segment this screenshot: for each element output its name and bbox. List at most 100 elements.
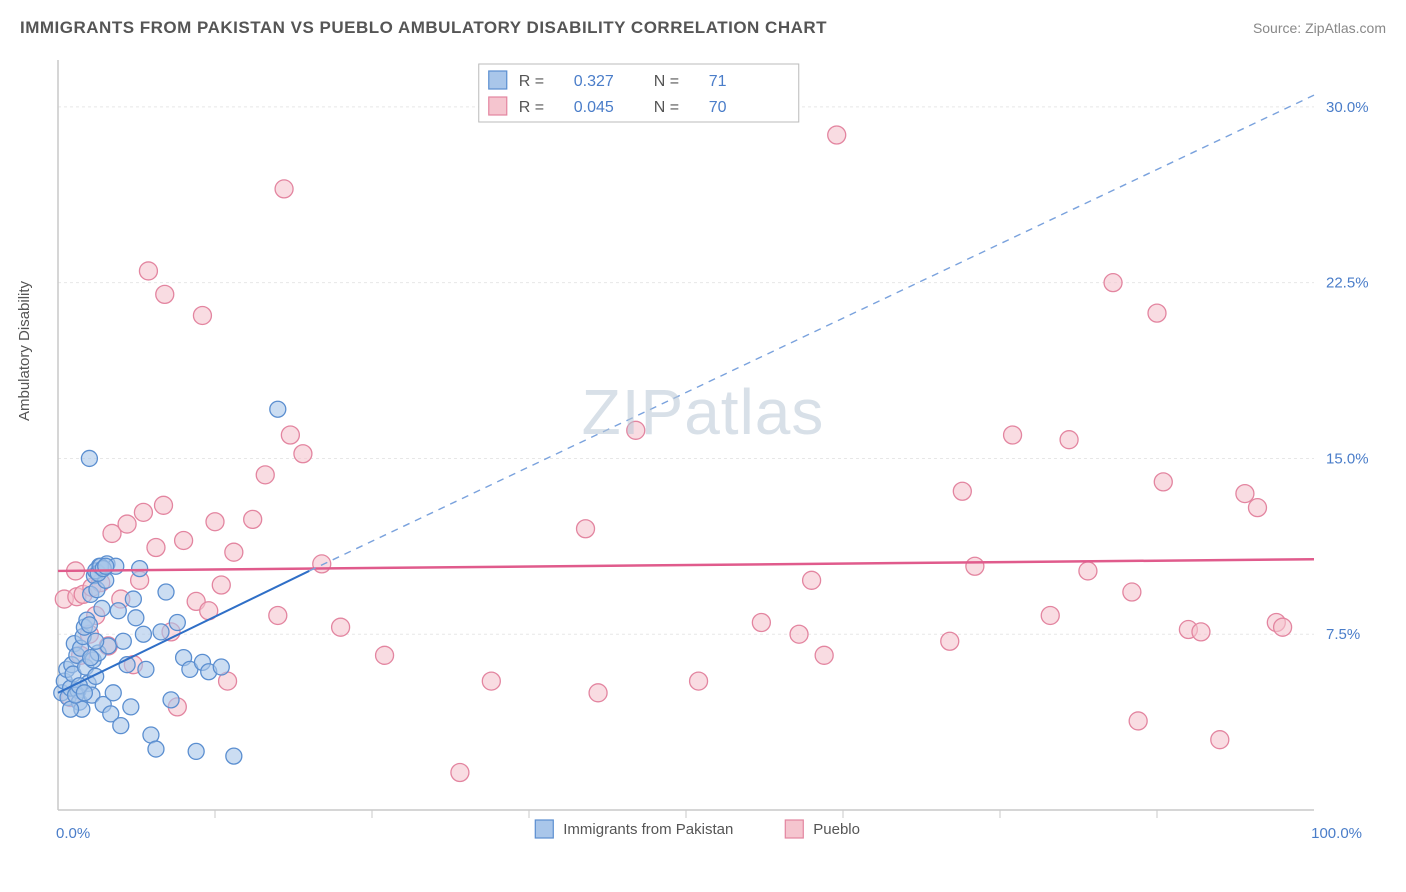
- scatter-point: [244, 510, 262, 528]
- scatter-point: [589, 684, 607, 702]
- scatter-point: [81, 450, 97, 466]
- scatter-point: [815, 646, 833, 664]
- scatter-point: [690, 672, 708, 690]
- scatter-point: [153, 624, 169, 640]
- x-max-label: 100.0%: [1311, 825, 1362, 842]
- scatter-point: [275, 180, 293, 198]
- source-label: Source:: [1253, 20, 1301, 36]
- scatter-point: [98, 558, 114, 574]
- chart-area: Ambulatory Disability ZIPatlas 7.5%15.0%…: [20, 50, 1386, 872]
- scatter-point: [1154, 473, 1172, 491]
- corr-n-value-b: 70: [709, 99, 727, 116]
- y-tick-label: 15.0%: [1326, 450, 1369, 467]
- scatter-point: [132, 561, 148, 577]
- chart-title: IMMIGRANTS FROM PAKISTAN VS PUEBLO AMBUL…: [20, 18, 827, 38]
- scatter-point: [269, 606, 287, 624]
- scatter-point: [193, 306, 211, 324]
- scatter-point: [76, 685, 92, 701]
- scatter-point: [577, 520, 595, 538]
- scatter-point: [139, 262, 157, 280]
- scatter-point: [1211, 731, 1229, 749]
- scatter-point: [134, 503, 152, 521]
- scatter-point: [212, 576, 230, 594]
- x-min-label: 0.0%: [56, 825, 90, 842]
- scatter-point: [135, 626, 151, 642]
- scatter-point: [169, 615, 185, 631]
- scatter-point: [1274, 618, 1292, 636]
- corr-n-label: N =: [654, 99, 679, 116]
- chart-header: IMMIGRANTS FROM PAKISTAN VS PUEBLO AMBUL…: [20, 18, 1386, 38]
- scatter-point: [953, 482, 971, 500]
- legend-swatch-pakistan: [489, 71, 507, 89]
- scatter-point: [175, 531, 193, 549]
- scatter-point: [81, 617, 97, 633]
- scatter-point: [803, 571, 821, 589]
- scatter-point: [225, 543, 243, 561]
- legend-label-pakistan: Immigrants from Pakistan: [563, 821, 733, 838]
- scatter-point: [451, 764, 469, 782]
- scatter-point: [123, 699, 139, 715]
- scatter-point: [1192, 623, 1210, 641]
- scatter-point: [941, 632, 959, 650]
- legend-swatch-pueblo: [785, 820, 803, 838]
- y-axis-label: Ambulatory Disability: [16, 281, 33, 421]
- scatter-point: [156, 285, 174, 303]
- scatter-point: [213, 659, 229, 675]
- scatter-point: [482, 672, 500, 690]
- scatter-point: [148, 741, 164, 757]
- scatter-point: [376, 646, 394, 664]
- scatter-point: [206, 513, 224, 531]
- corr-r-value-b: 0.045: [574, 99, 614, 116]
- scatter-point: [332, 618, 350, 636]
- scatter-point: [113, 718, 129, 734]
- scatter-point: [752, 614, 770, 632]
- y-tick-label: 7.5%: [1326, 626, 1360, 643]
- scatter-point: [138, 661, 154, 677]
- scatter-point: [294, 445, 312, 463]
- trend-line-pakistan-ext: [309, 95, 1314, 571]
- scatter-point: [115, 633, 131, 649]
- scatter-chart: 7.5% 15.0% 22.5% 30.0% 0.0% 100.0% R = 0.327 N =…: [20, 50, 1386, 872]
- scatter-point: [125, 591, 141, 607]
- trend-line-pueblo: [58, 559, 1314, 571]
- scatter-point: [1236, 485, 1254, 503]
- scatter-point: [163, 692, 179, 708]
- scatter-point: [627, 421, 645, 439]
- scatter-point: [118, 515, 136, 533]
- scatter-point: [1041, 606, 1059, 624]
- legend-swatch-pakistan: [535, 820, 553, 838]
- scatter-point: [1123, 583, 1141, 601]
- scatter-point: [1129, 712, 1147, 730]
- scatter-point: [270, 401, 286, 417]
- scatter-point: [94, 600, 110, 616]
- scatter-point: [158, 584, 174, 600]
- scatter-point: [88, 633, 104, 649]
- corr-r-label: R =: [519, 73, 544, 90]
- scatter-point: [1248, 499, 1266, 517]
- scatter-point: [1060, 431, 1078, 449]
- corr-r-label: R =: [519, 99, 544, 116]
- corr-n-value-a: 71: [709, 73, 727, 90]
- scatter-point: [147, 539, 165, 557]
- legend-label-pueblo: Pueblo: [813, 821, 860, 838]
- scatter-point: [281, 426, 299, 444]
- y-tick-label: 22.5%: [1326, 275, 1369, 292]
- scatter-point: [83, 650, 99, 666]
- scatter-point: [1148, 304, 1166, 322]
- corr-r-value-a: 0.327: [574, 73, 614, 90]
- scatter-point: [313, 555, 331, 573]
- scatter-point: [1104, 274, 1122, 292]
- scatter-point: [828, 126, 846, 144]
- scatter-point: [966, 557, 984, 575]
- scatter-point: [128, 610, 144, 626]
- legend-swatch-pueblo: [489, 97, 507, 115]
- scatter-point: [105, 685, 121, 701]
- y-tick-label: 30.0%: [1326, 99, 1369, 116]
- scatter-point: [110, 603, 126, 619]
- corr-n-label: N =: [654, 73, 679, 90]
- scatter-point: [1079, 562, 1097, 580]
- scatter-point: [790, 625, 808, 643]
- scatter-point: [256, 466, 274, 484]
- source-name[interactable]: ZipAtlas.com: [1305, 20, 1386, 36]
- source-attribution: Source: ZipAtlas.com: [1253, 20, 1386, 36]
